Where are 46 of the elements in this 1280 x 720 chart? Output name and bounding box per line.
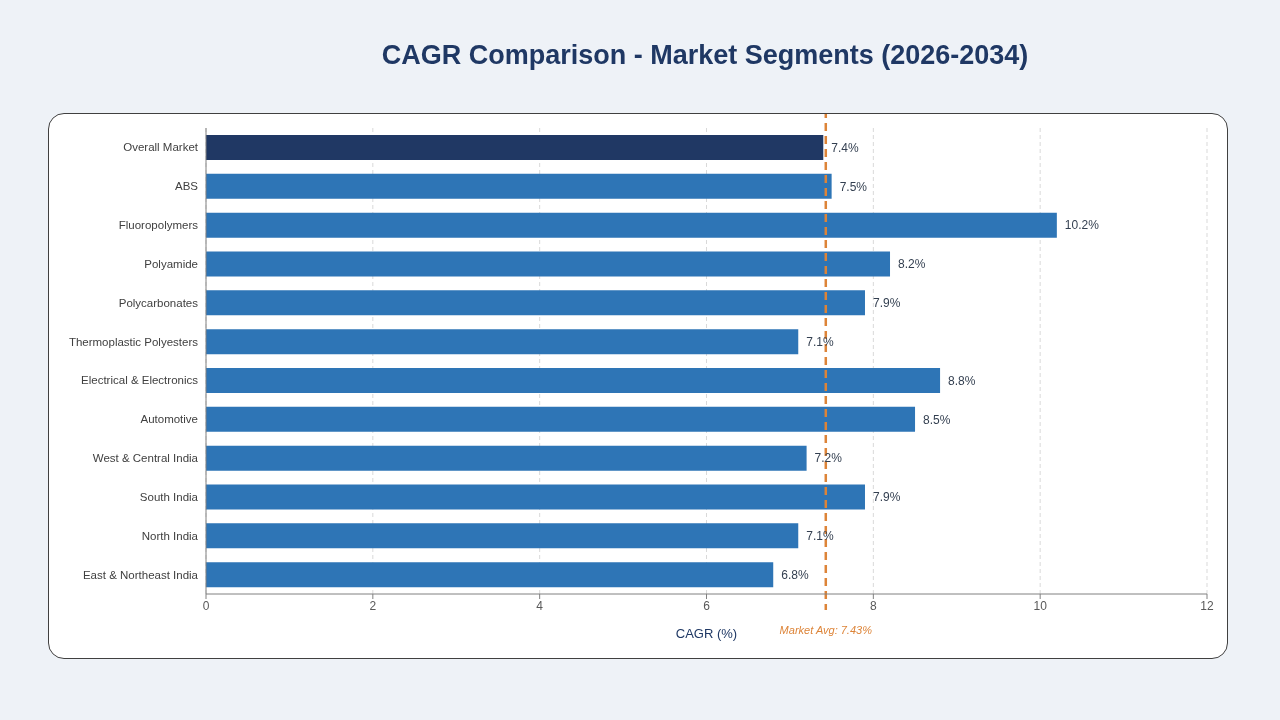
bar xyxy=(206,329,799,355)
data-label: 7.1% xyxy=(806,529,834,544)
bar xyxy=(206,134,824,160)
y-tick-label: Fluoropolymers xyxy=(118,219,199,232)
y-tick-label: Overall Market xyxy=(123,141,199,154)
data-label: 8.5% xyxy=(923,412,951,427)
data-label: 7.4% xyxy=(831,140,859,155)
bar xyxy=(206,484,865,510)
data-label: 7.5% xyxy=(839,179,868,194)
y-tick-label: East & Northeast India xyxy=(82,568,199,581)
x-tick-label: 2 xyxy=(369,598,377,613)
x-tick-label: 12 xyxy=(1200,598,1214,613)
bar xyxy=(206,212,1057,238)
data-label: 7.9% xyxy=(872,296,901,311)
y-tick-label: Automotive xyxy=(140,413,198,426)
y-tick-label: Polycarbonates xyxy=(118,296,199,309)
y-tick-label: Polyamide xyxy=(144,257,198,270)
data-label: 8.8% xyxy=(948,373,976,388)
data-label: 6.8% xyxy=(781,567,809,582)
bar xyxy=(206,562,774,588)
bar xyxy=(206,173,832,199)
x-tick-label: 8 xyxy=(869,598,877,613)
y-tick-label: ABS xyxy=(174,180,199,193)
bar xyxy=(206,406,916,432)
data-label: 10.2% xyxy=(1064,218,1100,233)
bar xyxy=(206,445,807,471)
x-tick-label: 6 xyxy=(703,598,711,613)
y-tick-label: North India xyxy=(141,529,199,542)
bar xyxy=(206,367,941,393)
x-axis-title: CAGR (%) xyxy=(675,626,738,641)
ref-line-label: Market Avg: 7.43% xyxy=(779,624,873,636)
y-tick-label: South India xyxy=(139,490,199,503)
x-tick-label: 10 xyxy=(1033,598,1048,613)
bar xyxy=(206,251,891,277)
y-tick-label: Thermoplastic Polyesters xyxy=(68,335,199,348)
x-tick-label: 0 xyxy=(202,598,210,613)
y-tick-label: Electrical & Electronics xyxy=(81,374,199,387)
data-label: 7.2% xyxy=(814,451,843,466)
data-label: 7.9% xyxy=(872,490,901,505)
chart-title: CAGR Comparison - Market Segments (2026-2034) xyxy=(380,40,1030,71)
data-label: 8.2% xyxy=(898,257,926,272)
y-tick-label: West & Central India xyxy=(92,452,199,465)
bar xyxy=(206,523,799,549)
x-tick-label: 4 xyxy=(536,598,544,613)
data-label: 7.1% xyxy=(806,334,834,349)
bar xyxy=(206,290,865,316)
